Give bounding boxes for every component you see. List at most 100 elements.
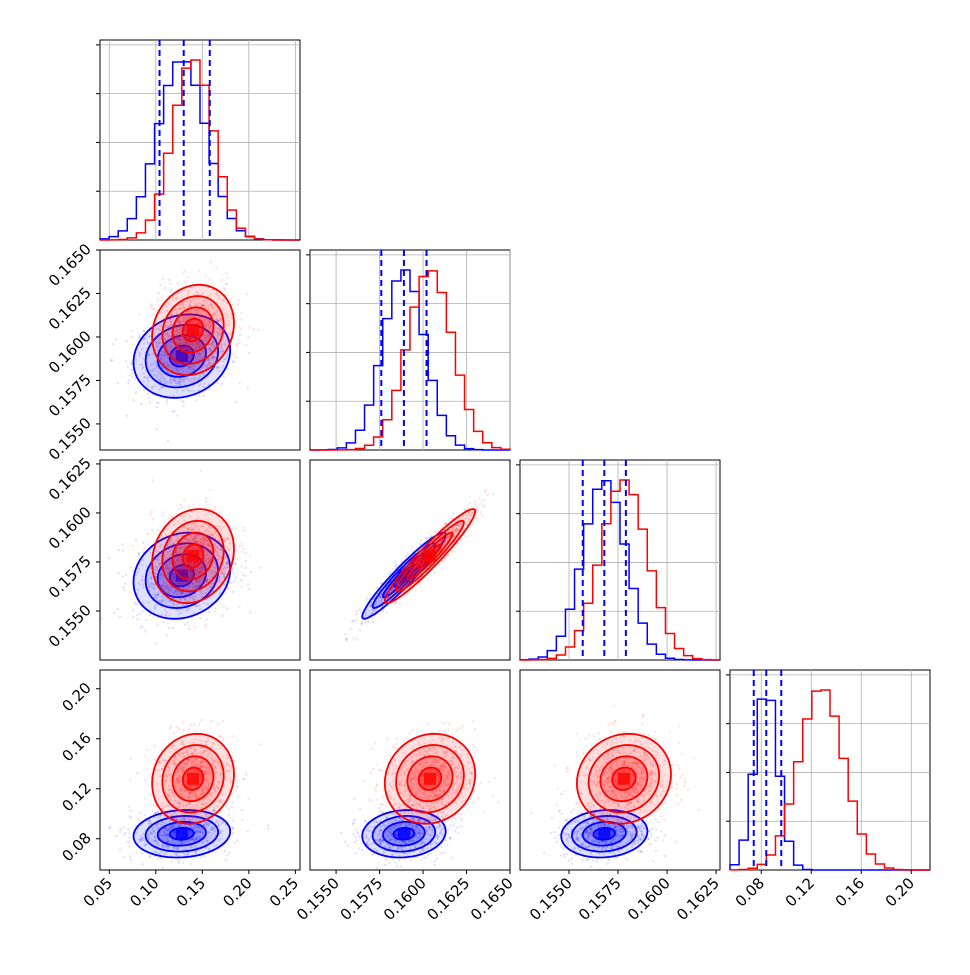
scatter-point [142, 863, 144, 865]
scatter-point [352, 637, 354, 639]
scatter-point [382, 610, 384, 612]
scatter-point [259, 567, 261, 569]
y-tick-label: 0.1650 [45, 240, 95, 290]
scatter-point [354, 619, 356, 621]
scatter-point [242, 574, 244, 576]
scatter-point [235, 401, 237, 403]
scatter-point [214, 506, 216, 508]
scatter-point [244, 575, 246, 577]
scatter-point [232, 832, 234, 834]
scatter-point [108, 557, 110, 559]
scatter-point [133, 585, 135, 587]
scatter-point [128, 837, 130, 839]
scatter-point [203, 602, 205, 604]
scatter-point [241, 809, 243, 811]
scatter-point [247, 387, 249, 389]
scatter-point [226, 607, 228, 609]
scatter-point [208, 489, 210, 491]
scatter-point [378, 605, 380, 607]
scatter-point [198, 394, 200, 396]
scatter-point [238, 382, 240, 384]
scatter-point [492, 493, 494, 495]
y-tick-label: 0.1600 [45, 327, 95, 377]
scatter-point [235, 549, 237, 551]
scatter-point [147, 574, 149, 576]
panel-hist-1 [306, 250, 510, 450]
scatter-point [122, 586, 124, 588]
scatter-point [137, 336, 139, 338]
scatter-point [205, 500, 207, 502]
scatter-point [159, 600, 161, 602]
scatter-point [394, 561, 396, 563]
scatter-point [182, 380, 184, 382]
scatter-point [237, 558, 239, 560]
scatter-point [368, 621, 370, 623]
scatter-point [224, 588, 226, 590]
scatter-point [185, 610, 187, 612]
scatter-point [138, 313, 140, 315]
scatter-point [180, 380, 182, 382]
scatter-point [126, 840, 128, 842]
scatter-point [128, 816, 130, 818]
scatter-point [453, 550, 455, 552]
scatter-point [152, 314, 154, 316]
scatter-point [118, 549, 120, 551]
scatter-point [445, 557, 447, 559]
scatter-point [188, 505, 190, 507]
y-tick-label: 0.1600 [45, 503, 95, 553]
scatter-point [183, 270, 185, 272]
scatter-point [236, 343, 238, 345]
scatter-point [479, 503, 481, 505]
scatter-point [221, 615, 223, 617]
scatter-point [123, 856, 125, 858]
scatter-point [205, 274, 207, 276]
scatter-point [241, 551, 243, 553]
scatter-point [110, 359, 112, 361]
scatter-point [141, 625, 143, 627]
scatter-point [372, 621, 374, 623]
scatter-point [226, 587, 228, 589]
scatter-point [138, 351, 140, 353]
scatter-point [213, 508, 215, 510]
scatter-point [159, 284, 161, 286]
scatter-point [151, 308, 153, 310]
scatter-point [233, 353, 235, 355]
scatter-point [169, 614, 171, 616]
scatter-point [407, 552, 409, 554]
scatter-point [155, 642, 157, 644]
scatter-point [392, 568, 394, 570]
scatter-point [245, 552, 247, 554]
scatter-point [356, 638, 358, 640]
scatter-point [482, 504, 484, 506]
scatter-point [205, 623, 207, 625]
scatter-point [203, 855, 205, 857]
density-peak-1 [187, 550, 199, 562]
scatter-point [401, 560, 403, 562]
scatter-point [245, 559, 247, 561]
scatter-point [139, 337, 141, 339]
scatter-point [232, 819, 234, 821]
scatter-point [230, 298, 232, 300]
scatter-point [208, 388, 210, 390]
scatter-point [244, 567, 246, 569]
scatter-point [123, 834, 125, 836]
scatter-point [242, 526, 244, 528]
scatter-point [196, 378, 198, 380]
y-tick-label: 0.1575 [45, 552, 95, 602]
scatter-point [153, 586, 155, 588]
scatter-point [134, 377, 136, 379]
scatter-point [247, 830, 249, 832]
scatter-point [184, 281, 186, 283]
scatter-point [350, 628, 352, 630]
scatter-point [238, 545, 240, 547]
scatter-point [131, 376, 133, 378]
scatter-point [426, 537, 428, 539]
scatter-point [182, 401, 184, 403]
scatter-point [141, 339, 143, 341]
scatter-point [371, 617, 373, 619]
scatter-point [232, 361, 234, 363]
scatter-point [125, 574, 127, 576]
scatter-point [138, 334, 140, 336]
scatter-point [483, 499, 485, 501]
scatter-point [387, 585, 389, 587]
